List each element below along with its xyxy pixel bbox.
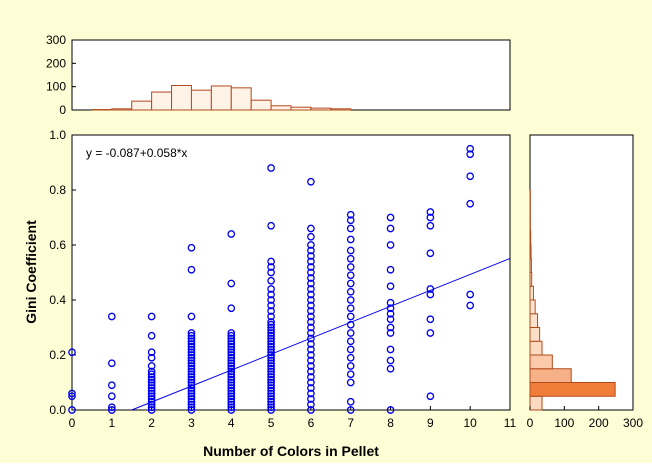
right-histogram-bar bbox=[530, 328, 540, 342]
right-histogram-bar bbox=[530, 273, 532, 287]
y-tick-label: 0.2 bbox=[49, 348, 66, 362]
y-tick-label: 0.6 bbox=[49, 238, 66, 252]
top-y-tick-label: 300 bbox=[46, 33, 66, 47]
x-tick-label: 2 bbox=[148, 416, 155, 430]
top-histogram-bar bbox=[311, 108, 331, 110]
top-y-tick-label: 0 bbox=[59, 103, 66, 117]
top-histogram-bar bbox=[152, 92, 172, 110]
x-tick-label: 7 bbox=[347, 416, 354, 430]
right-histogram-bar bbox=[530, 396, 542, 410]
top-histogram-bar bbox=[331, 109, 351, 110]
right-histogram-bar bbox=[530, 245, 531, 259]
scatter-plot-area bbox=[72, 135, 510, 410]
x-tick-label: 4 bbox=[228, 416, 235, 430]
right-x-tick-label: 200 bbox=[589, 416, 609, 430]
y-tick-label: 0.4 bbox=[49, 293, 66, 307]
top-histogram-bar bbox=[251, 100, 271, 110]
right-x-tick-label: 300 bbox=[623, 416, 643, 430]
right-histogram-bar bbox=[530, 355, 552, 369]
x-tick-label: 3 bbox=[188, 416, 195, 430]
right-histogram-bar bbox=[530, 286, 533, 300]
top-histogram-bar bbox=[191, 90, 211, 110]
x-tick-label: 6 bbox=[308, 416, 315, 430]
y-tick-label: 0.8 bbox=[49, 183, 66, 197]
top-y-tick-label: 200 bbox=[46, 56, 66, 70]
right-histogram-bar bbox=[530, 231, 531, 245]
x-tick-label: 8 bbox=[387, 416, 394, 430]
right-histogram-bar bbox=[530, 383, 615, 397]
right-histogram-bar bbox=[530, 259, 531, 273]
y-tick-label: 0.0 bbox=[49, 403, 66, 417]
x-axis-label: Number of Colors in Pellet bbox=[203, 443, 379, 459]
x-tick-label: 1 bbox=[108, 416, 115, 430]
x-tick-label: 0 bbox=[69, 416, 76, 430]
x-tick-label: 9 bbox=[427, 416, 434, 430]
top-histogram-bar bbox=[112, 109, 132, 110]
right-histogram-bar bbox=[530, 369, 571, 383]
top-y-tick-label: 100 bbox=[46, 80, 66, 94]
right-histogram-bar bbox=[530, 314, 538, 328]
right-x-tick-label: 0 bbox=[527, 416, 534, 430]
top-histogram-bar bbox=[231, 88, 251, 110]
x-tick-label: 10 bbox=[464, 416, 478, 430]
x-tick-label: 5 bbox=[268, 416, 275, 430]
y-axis-label: Gini Coefficient bbox=[23, 220, 39, 324]
regression-equation: y = -0.087+0.058*x bbox=[86, 146, 187, 160]
top-histogram-bar bbox=[291, 107, 311, 110]
y-tick-label: 1.0 bbox=[49, 128, 66, 142]
x-tick-label: 11 bbox=[504, 416, 517, 430]
right-histogram-bar bbox=[530, 341, 542, 355]
top-histogram-bar bbox=[271, 106, 291, 110]
top-histogram-bar bbox=[211, 86, 231, 110]
top-histogram-bar bbox=[132, 101, 152, 110]
top-histogram-bar bbox=[172, 86, 192, 111]
right-x-tick-label: 100 bbox=[554, 416, 574, 430]
right-histogram-bar bbox=[530, 300, 535, 314]
top-histogram-panel bbox=[72, 40, 510, 110]
